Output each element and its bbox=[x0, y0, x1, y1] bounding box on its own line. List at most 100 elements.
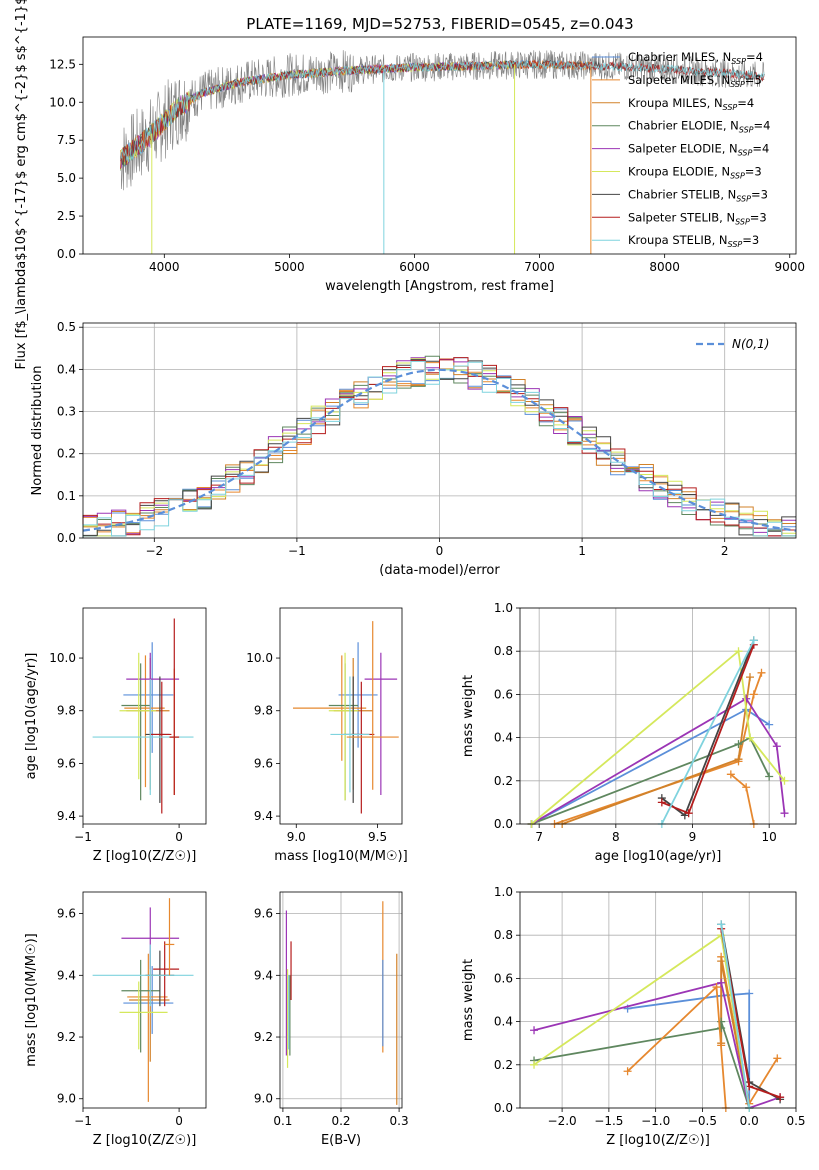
legend-label-main: Chabrier MILES, N bbox=[628, 50, 731, 64]
x-tick-label: −0.5 bbox=[688, 1114, 717, 1128]
x-tick-label: −1 bbox=[74, 1114, 92, 1128]
x-tick-label: 0.5 bbox=[786, 1114, 805, 1128]
y-axis-label: mass [log10(M/M☉)] bbox=[24, 933, 39, 1066]
mass-weight-marker bbox=[746, 673, 754, 682]
mass-Z-panel: −1 0 9.0 9.2 9.4 9.6 Z [log10(Z/Z☉)] mass [log1… bbox=[24, 891, 207, 1148]
y-axis-label: Normed distribution bbox=[30, 366, 45, 496]
mass-weight-marker bbox=[780, 776, 789, 785]
y-tick-label: 9.4 bbox=[57, 968, 76, 982]
y-tick-label: 0.2 bbox=[494, 774, 513, 788]
x-tick-label: −1.5 bbox=[594, 1114, 623, 1128]
mass-weight-marker bbox=[749, 636, 758, 645]
legend-label-main: Chabrier STELIB, N bbox=[628, 187, 736, 201]
axes-frame bbox=[279, 891, 403, 1109]
mass-weight-marker bbox=[657, 798, 666, 807]
mass-weight-line bbox=[554, 672, 763, 825]
mass-weight-marker bbox=[742, 694, 751, 703]
legend-label-sub: SSP bbox=[730, 80, 745, 89]
y-axis-label: age [log10(age/yr)] bbox=[24, 653, 39, 780]
mass-weight-line bbox=[627, 992, 751, 1108]
x-tick-label: 9.0 bbox=[287, 830, 306, 844]
mass-weight-marker bbox=[530, 1026, 539, 1035]
y-tick-label: 9.0 bbox=[254, 1092, 273, 1106]
y-tick-label: 9.6 bbox=[57, 907, 76, 921]
y-tick-label: 9.4 bbox=[254, 809, 273, 823]
legend-label-main: Kroupa STELIB, N bbox=[628, 233, 728, 247]
legend-label-sub: SSP bbox=[738, 149, 753, 158]
x-axis-label: mass [log10(M/M☉)] bbox=[274, 849, 407, 864]
x-axis-label: age [log10(age/yr)] bbox=[595, 849, 722, 864]
mass-weight-line bbox=[720, 924, 751, 1109]
model-spectrum-line bbox=[120, 59, 592, 165]
mass-weight-marker bbox=[745, 989, 754, 998]
mass-weight-marker bbox=[717, 957, 726, 966]
y-tick-label: 9.0 bbox=[57, 1092, 76, 1106]
y-tick-label: 9.4 bbox=[254, 968, 273, 982]
y-tick-label: 0.6 bbox=[494, 971, 513, 985]
mass-EBV-panel: 0.1 0.2 0.3 9.0 9.2 9.4 9.6 E(B-V) bbox=[254, 891, 409, 1148]
x-tick-label: −2.0 bbox=[548, 1114, 577, 1128]
mass-weight-marker bbox=[765, 772, 774, 781]
y-tick-label: 1.0 bbox=[494, 885, 513, 899]
legend-label: Kroupa MILES, NSSP=4 bbox=[628, 96, 754, 112]
mass-weight-line bbox=[626, 985, 727, 1109]
legend-label-sub: SSP bbox=[736, 194, 751, 203]
mass-weight-marker bbox=[749, 690, 758, 699]
x-axis-label: Z [log10(Z/Z☉)] bbox=[606, 1133, 710, 1148]
x-tick-label: 4000 bbox=[149, 260, 180, 274]
mass-weight-marker bbox=[717, 978, 726, 987]
mass-weight-marker bbox=[776, 1093, 785, 1102]
y-tick-label: 9.6 bbox=[254, 756, 273, 770]
legend-label: Chabrier STELIB, NSSP=3 bbox=[628, 187, 768, 203]
y-tick-label: 10.0 bbox=[246, 651, 273, 665]
legend-label: Kroupa ELODIE, NSSP=3 bbox=[628, 165, 762, 181]
y-tick-label: 2.5 bbox=[57, 209, 76, 223]
y-tick-label: 0.4 bbox=[57, 362, 76, 376]
y-tick-label: 0.0 bbox=[57, 531, 76, 545]
x-tick-label: 9.5 bbox=[368, 830, 387, 844]
mass-weight-line bbox=[531, 736, 771, 825]
mass-weight-marker bbox=[734, 740, 743, 749]
y-tick-label: 12.5 bbox=[49, 57, 76, 71]
mass-weight-marker bbox=[623, 1067, 632, 1076]
legend-label-main: Salpeter MILES, N bbox=[628, 73, 730, 87]
legend-label-tail: =3 bbox=[750, 210, 767, 224]
axes-frame bbox=[82, 607, 207, 825]
legend-label-tail: =4 bbox=[737, 96, 754, 110]
legend-label-main: Chabrier ELODIE, N bbox=[628, 119, 739, 133]
y-tick-label: 0.0 bbox=[494, 817, 513, 831]
mass-weight-marker bbox=[772, 742, 781, 751]
x-tick-label: 0.3 bbox=[390, 1114, 409, 1128]
legend-label: N(0,1) bbox=[732, 337, 769, 351]
legend-label-main: Kroupa MILES, N bbox=[628, 96, 723, 110]
mass-weight-marker bbox=[780, 809, 789, 818]
x-tick-label: 1 bbox=[578, 544, 586, 558]
y-tick-label: 0.2 bbox=[494, 1058, 513, 1072]
x-axis-label: E(B-V) bbox=[321, 1133, 361, 1148]
y-tick-label: 0.4 bbox=[494, 731, 513, 745]
y-tick-label: 10.0 bbox=[49, 95, 76, 109]
mass-weight-marker bbox=[742, 783, 751, 792]
y-axis-label: Flux [f$_\lambda$10$^{-17}$ erg cm$^{-2}… bbox=[14, 0, 29, 369]
mass-weight-marker bbox=[773, 1054, 782, 1063]
x-tick-label: −2 bbox=[145, 544, 163, 558]
mass-weight-marker bbox=[684, 809, 693, 818]
y-tick-label: 9.8 bbox=[254, 704, 273, 718]
mass-weight-marker bbox=[734, 647, 743, 656]
legend-label: Chabrier MILES, NSSP=4 bbox=[628, 50, 763, 66]
y-axis-label: mass weight bbox=[461, 675, 476, 757]
mass-weight-line bbox=[533, 981, 781, 1110]
x-tick-label: 2 bbox=[721, 544, 729, 558]
x-axis-label: wavelength [Angstrom, rest frame] bbox=[325, 279, 554, 294]
x-tick-label: 9 bbox=[689, 830, 697, 844]
age-mass-panel: 9.0 9.5 9.4 9.6 9.8 10.0 mass [log10(M/M☉)] bbox=[246, 607, 408, 864]
legend-label-tail: =3 bbox=[742, 233, 759, 247]
axes-frame bbox=[519, 607, 797, 825]
x-tick-label: 8000 bbox=[649, 260, 680, 274]
y-tick-label: 10.0 bbox=[49, 651, 76, 665]
y-tick-label: 1.0 bbox=[494, 601, 513, 615]
axes-frame bbox=[82, 36, 797, 255]
x-tick-label: 0 bbox=[436, 544, 444, 558]
mass-weight-line bbox=[720, 928, 781, 1099]
x-tick-label: −1.0 bbox=[641, 1114, 670, 1128]
